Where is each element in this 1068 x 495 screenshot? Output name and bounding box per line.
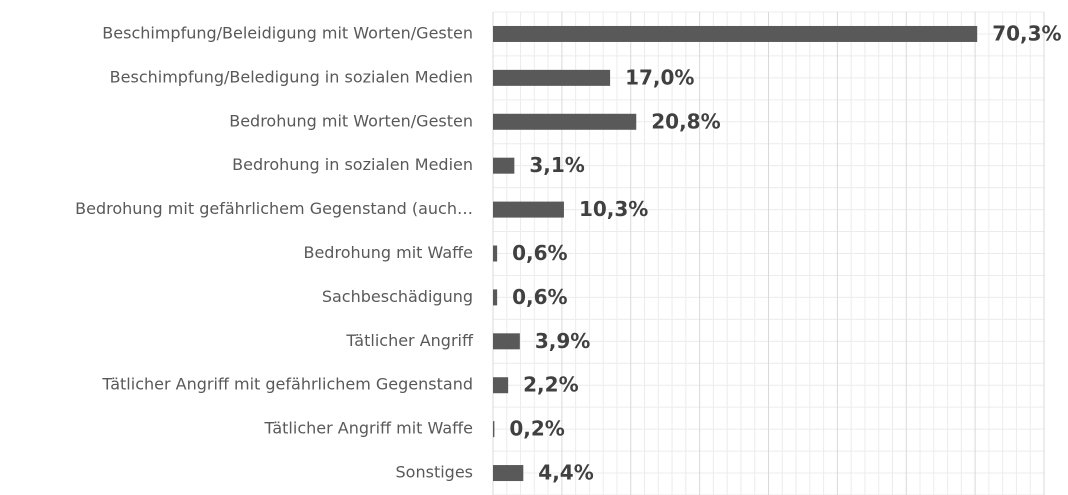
value-label: 20,8%	[651, 109, 720, 133]
category-label: Bedrohung mit Waffe	[303, 243, 473, 262]
bar	[493, 245, 498, 262]
value-label: 4,4%	[538, 461, 593, 485]
bar	[493, 421, 495, 438]
value-label: 3,9%	[535, 329, 590, 353]
value-label: 3,1%	[529, 153, 584, 177]
category-label: Tätlicher Angriff	[345, 331, 474, 350]
bar	[493, 377, 509, 394]
category-label: Beschimpfung/Beleidigung mit Worten/Gest…	[102, 23, 473, 42]
value-label: 70,3%	[992, 21, 1061, 45]
category-label: Bedrohung in sozialen Medien	[232, 155, 473, 174]
bar	[493, 113, 637, 130]
category-label: Beschimpfung/Beledigung in sozialen Medi…	[110, 67, 473, 86]
bar	[493, 465, 524, 482]
bar	[493, 289, 498, 306]
bar	[493, 333, 520, 350]
bar	[493, 157, 515, 174]
category-label: Sonstiges	[396, 463, 473, 482]
value-label: 0,6%	[512, 285, 567, 309]
bar	[493, 25, 978, 42]
category-label: Bedrohung mit gefährlichem Gegenstand (a…	[75, 199, 473, 218]
value-label: 0,2%	[509, 417, 564, 441]
category-label: Bedrohung mit Worten/Gesten	[229, 111, 473, 130]
category-label: Sachbeschädigung	[322, 287, 473, 306]
bar	[493, 201, 564, 218]
category-label: Tätlicher Angriff mit gefährlichem Gegen…	[101, 375, 473, 394]
value-label: 2,2%	[523, 373, 578, 397]
value-label: 10,3%	[579, 197, 648, 221]
bar	[493, 69, 611, 86]
value-label: 0,6%	[512, 241, 567, 265]
value-label: 17,0%	[625, 65, 694, 89]
category-label: Tätlicher Angriff mit Waffe	[263, 419, 473, 438]
